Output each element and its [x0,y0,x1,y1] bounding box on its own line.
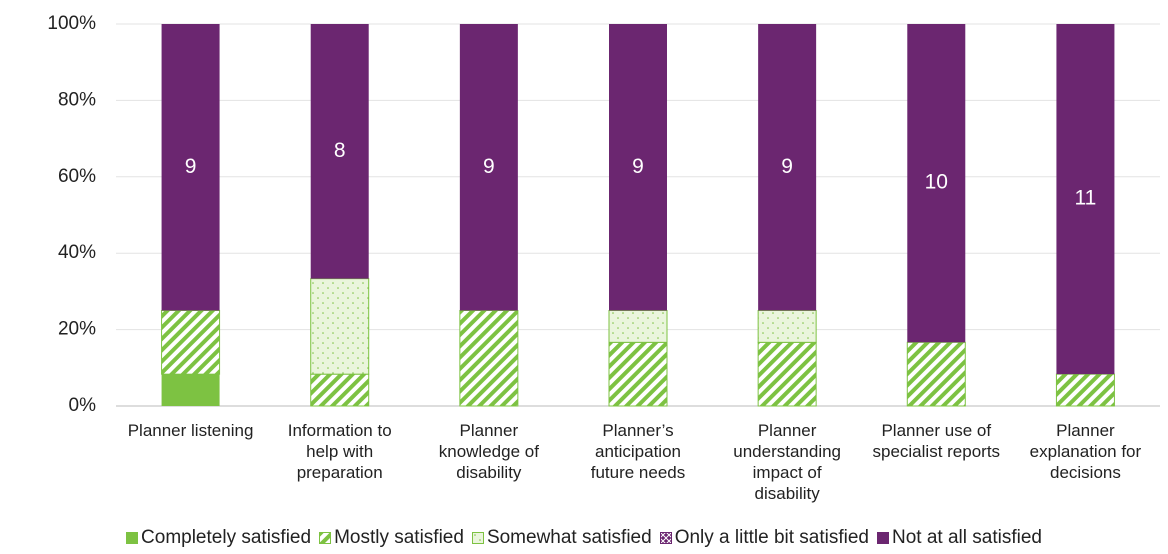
bar-segment [310,278,370,375]
legend-item: Only a little bit satisfied [659,527,869,549]
x-tick-label: Information to help with preparation [287,421,392,482]
x-tick-label: Planner explanation for decisions [1029,421,1142,482]
bar-segment [459,310,519,407]
legend-label: Somewhat satisfied [486,527,652,548]
legend-swatch-fill [877,532,889,544]
x-tick-label: Planner listening [127,421,254,440]
data-label: 9 [632,155,644,178]
legend-item: Mostly satisfied [319,527,464,549]
legend-item: Completely satisfied [126,527,311,549]
legend: Completely satisfied Mostly satisfied Some… [0,527,1168,549]
legend-label: Completely satisfied [141,527,312,548]
bar-segment [310,373,370,407]
data-label: 8 [334,139,346,162]
legend-swatch [471,532,484,544]
legend-label: Mostly satisfied [334,527,464,548]
y-tick-label: 60% [58,166,96,187]
bar-segment [906,341,966,407]
data-label: 9 [483,155,495,178]
bar-segment [608,310,668,343]
bar-segment [161,310,221,375]
y-tick-label: 100% [47,13,96,34]
y-tick-label: 40% [58,242,96,263]
data-label: 10 [925,171,948,194]
data-label: 11 [1075,187,1097,210]
legend-swatch [319,532,332,544]
legend-label: Only a little bit satisfied [674,527,869,548]
bar-segment [310,24,369,279]
y-tick-label: 0% [69,395,97,416]
legend-swatch-fill [319,532,332,544]
legend-item: Somewhat satisfied [471,527,652,549]
legend-swatch-fill [471,532,484,544]
bar-segment [608,341,668,407]
x-tick-label: Planner use of specialist reports [872,421,1001,461]
legend-swatch [877,532,889,544]
legend-item: Not at all satisfied [877,527,1042,549]
x-tick-label: Planner’s anticipation future needs [590,421,686,482]
bar-segment [757,310,817,343]
bar-segment [757,341,817,407]
bar-segment [609,24,667,311]
legend-swatch-fill [659,532,672,544]
x-tick-label: Planner knowledge of disability [438,421,539,482]
bar-segment [1056,24,1115,375]
legend-swatch-fill [126,532,139,544]
legend-label: Not at all satisfied [892,527,1042,548]
y-tick-label: 80% [58,89,96,110]
bar-segment [907,24,966,343]
data-label: 9 [781,155,793,178]
bar-segment [161,374,220,406]
bar-segment [459,24,518,311]
legend-swatch [659,532,672,544]
bar-segment [758,24,817,311]
data-label: 9 [185,155,197,178]
y-tick-label: 20% [58,319,96,340]
x-tick-label: Planner understanding impact of disabili… [733,421,842,503]
legend-swatch [126,532,139,544]
bar-segment [161,24,220,311]
bar-segment [1055,373,1115,407]
